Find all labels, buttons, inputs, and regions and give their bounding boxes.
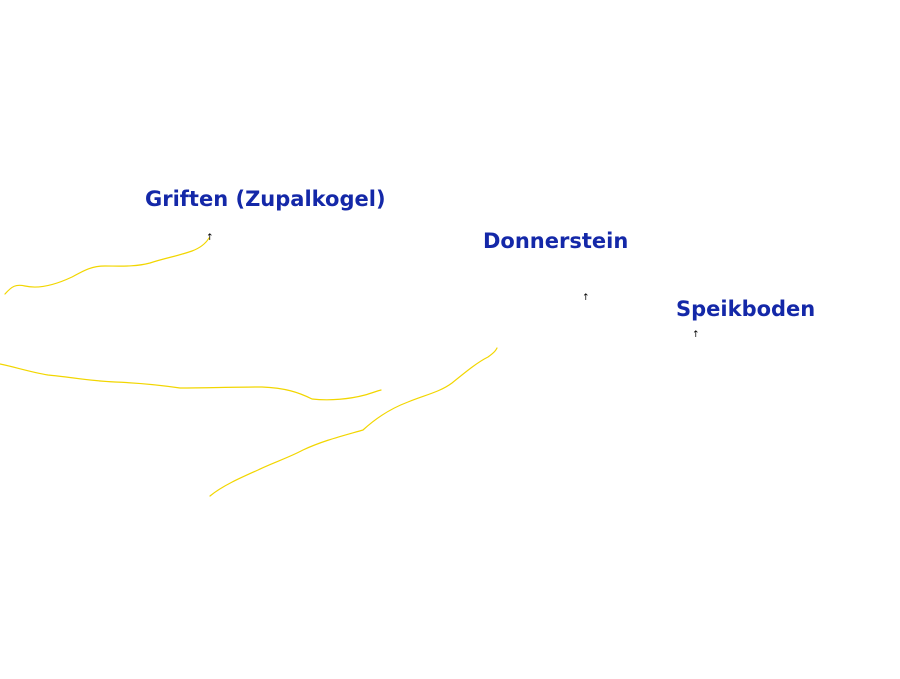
peak-label-griften[interactable]: Griften (Zupalkogel) [145, 187, 386, 211]
peak-label-donnerstein[interactable]: Donnerstein [483, 229, 629, 253]
peak-marker-icon: ↑ [206, 233, 214, 243]
road-segment-3 [209, 347, 498, 497]
road-segment-1 [4, 237, 210, 295]
peak-marker-icon: ↑ [692, 330, 700, 340]
peak-label-speikboden[interactable]: Speikboden [676, 297, 816, 321]
road-segment-2 [0, 363, 382, 401]
peak-marker-icon: ↑ [582, 293, 590, 303]
